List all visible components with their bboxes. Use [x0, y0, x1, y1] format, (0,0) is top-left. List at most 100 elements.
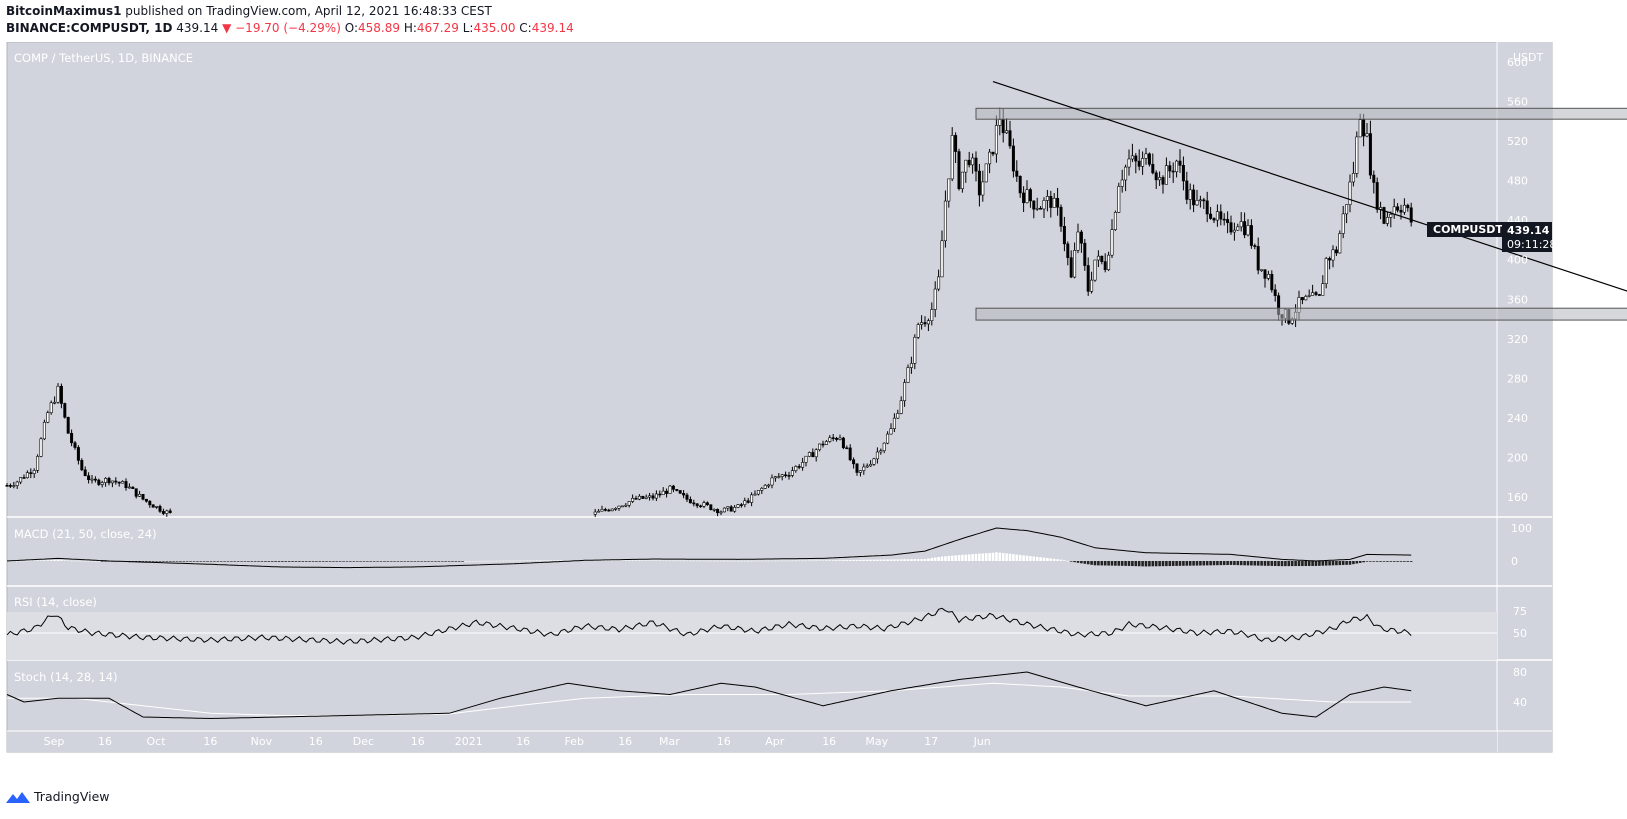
macd-histogram-bar [1212, 561, 1216, 566]
macd-histogram-bar [1239, 561, 1243, 566]
macd-histogram-bar [219, 561, 223, 562]
price-tick-label: 280 [1507, 372, 1528, 385]
macd-histogram-bar [780, 560, 784, 562]
candle-body [1161, 177, 1165, 185]
macd-histogram-bar [998, 552, 1002, 561]
macd-histogram-bar [1063, 560, 1066, 561]
candle-body [53, 401, 57, 404]
candle-body [1365, 133, 1369, 137]
macd-histogram-bar [250, 561, 254, 562]
candle-body [1083, 242, 1087, 266]
macd-histogram-bar [39, 560, 43, 561]
macd-histogram-bar [19, 560, 22, 562]
macd-histogram-bar [372, 561, 376, 562]
macd-histogram-bar [83, 560, 87, 562]
candle-body [1273, 289, 1277, 296]
macd-histogram-bar [712, 560, 716, 562]
macd-histogram-bar [243, 561, 247, 562]
macd-histogram-bar [141, 561, 145, 562]
macd-histogram-bar [345, 561, 349, 562]
macd-histogram-bar [1188, 561, 1192, 566]
author-name[interactable]: BitcoinMaximus1 [6, 4, 122, 18]
time-tick-label: Feb [564, 735, 583, 748]
candle-body [801, 462, 805, 468]
macd-histogram-bar [627, 560, 631, 561]
macd-histogram-bar [1022, 555, 1025, 561]
macd-histogram-bar [90, 560, 94, 562]
macd-histogram-bar [376, 561, 379, 562]
macd-histogram-bar [1158, 561, 1161, 567]
candle-body [631, 497, 635, 502]
candle-body [1249, 225, 1253, 246]
macd-histogram-bar [838, 560, 842, 561]
candle-body [1246, 225, 1250, 236]
candle-body [665, 490, 669, 494]
high-value: 467.29 [416, 21, 459, 35]
macd-histogram-bar [393, 561, 396, 562]
macd-histogram-bar [1331, 561, 1335, 566]
candle-body [804, 455, 808, 463]
time-tick-label: Oct [146, 735, 166, 748]
macd-histogram-bar [294, 561, 298, 562]
time-axis[interactable] [7, 731, 1497, 752]
macd-histogram-bar [185, 561, 189, 562]
macd-histogram-bar [726, 560, 730, 562]
candle-body [107, 478, 111, 484]
candle-body [889, 428, 893, 435]
macd-histogram-bar [1151, 561, 1155, 567]
candle-body [1266, 273, 1270, 279]
macd-histogram-bar [808, 560, 811, 562]
candle-body [607, 509, 611, 512]
candle-body [1263, 269, 1267, 279]
candle-body [59, 385, 63, 404]
candle-body [1137, 160, 1141, 167]
macd-histogram-bar [995, 552, 998, 561]
macd-histogram-bar [471, 560, 475, 562]
candle-body [909, 363, 913, 368]
chart-area[interactable]: 100 0 75 50 80 40 160 200 240 280 320 360 400 440 4… [0, 41, 1627, 782]
last-price: 439.14 [176, 21, 219, 35]
time-tick-label: 16 [516, 735, 530, 748]
candle-body [19, 477, 23, 483]
macd-histogram-bar [94, 560, 97, 562]
macd-histogram-bar [889, 559, 893, 561]
candle-body [736, 504, 740, 508]
candle-body [848, 447, 852, 461]
macd-histogram-bar [729, 560, 733, 562]
support-zone[interactable] [975, 307, 1627, 321]
macd-histogram-bar [1318, 561, 1321, 566]
candle-body [984, 163, 988, 183]
macd-histogram-bar [1324, 561, 1328, 566]
macd-histogram-bar [362, 561, 366, 562]
macd-histogram-bar [818, 560, 821, 562]
tradingview-logo-icon [6, 791, 30, 803]
trendline[interactable] [992, 81, 1627, 323]
candle-body [1341, 213, 1345, 234]
macd-histogram-bar [1369, 561, 1372, 562]
candle-body [899, 400, 903, 414]
macd-histogram-bar [264, 561, 267, 562]
macd-histogram-bar [46, 560, 50, 561]
candle-body [1022, 192, 1026, 204]
candle-body [654, 493, 658, 499]
candle-body [614, 507, 618, 510]
macd-histogram-bar [896, 559, 900, 561]
candle-body [1338, 233, 1342, 254]
macd-histogram-bar [886, 559, 889, 561]
macd-histogram-bar [991, 552, 995, 561]
macd-histogram-bar [689, 560, 692, 562]
macd-histogram-bar [403, 561, 407, 562]
macd-histogram-bar [944, 556, 947, 561]
tradingview-footer[interactable]: TradingView [6, 789, 110, 804]
macd-histogram-bar [804, 560, 808, 562]
macd-histogram-bar [508, 560, 512, 562]
macd-histogram-bar [539, 560, 543, 562]
resistance-zone[interactable] [975, 107, 1627, 120]
price-axis[interactable] [1497, 42, 1552, 752]
candle-body [1409, 207, 1413, 223]
macd-histogram-bar [457, 561, 461, 562]
macd-histogram-bar [695, 560, 699, 562]
candle-body [835, 437, 839, 440]
macd-histogram-bar [1120, 561, 1124, 566]
